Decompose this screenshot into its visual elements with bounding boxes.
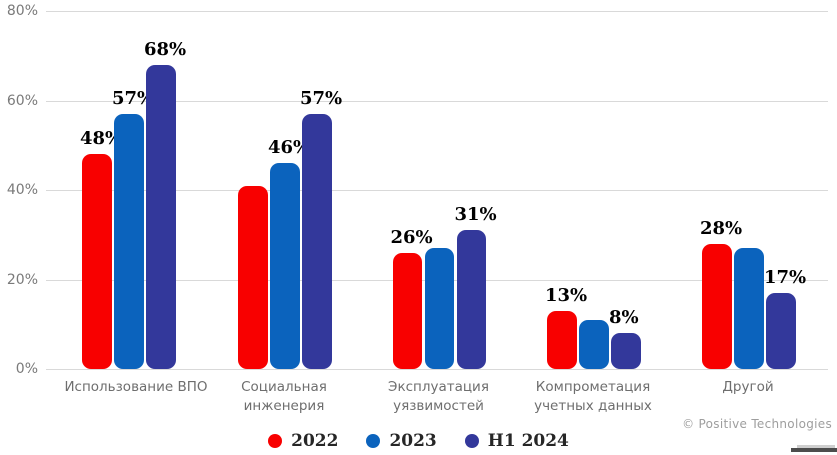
bar-2022-cat5[interactable]	[702, 243, 732, 369]
y-tick-label: 20%	[6, 271, 38, 288]
data-label: 57%	[112, 87, 155, 109]
y-tick-label: 60%	[6, 92, 38, 109]
data-label: 8%	[609, 307, 639, 329]
bar-2023-cat4[interactable]	[579, 319, 609, 369]
data-label: 46%	[268, 137, 311, 159]
category-label-line: Другой	[722, 379, 774, 395]
bar-2023-cat3[interactable]	[424, 248, 454, 369]
category-label-line: уязвимостей	[393, 398, 484, 414]
bar-h1-2024-cat3[interactable]	[456, 230, 486, 369]
gridline-60	[46, 100, 828, 102]
legend-marker-icon	[366, 434, 381, 448]
category-label: Использование ВПО	[51, 378, 221, 397]
category-label: Компрометация учетных данных	[508, 378, 678, 416]
data-label: 28%	[700, 217, 743, 239]
data-label: 31%	[454, 204, 497, 226]
bar-2023-cat5[interactable]	[734, 248, 764, 369]
legend-label: H1 2024	[487, 431, 569, 451]
data-label: 48%	[80, 128, 123, 150]
category-label: Другой	[663, 378, 833, 397]
y-tick-label: 0%	[15, 361, 38, 377]
scrollbar-track	[797, 445, 835, 448]
category-label-line: Использование ВПО	[64, 379, 208, 395]
bar-2022-cat4[interactable]	[547, 310, 577, 369]
y-tick-label: 40%	[6, 182, 38, 198]
category-label-line: Компрометация	[535, 379, 651, 395]
bar-2022-cat1[interactable]	[82, 154, 112, 369]
gridline-40	[46, 190, 828, 191]
data-label: 68%	[144, 38, 187, 60]
data-label: 26%	[390, 226, 433, 248]
bar-h1-2024-cat5[interactable]	[766, 292, 796, 369]
scrollbar-thumb[interactable]	[791, 448, 837, 452]
category-label-line: учетных данных	[534, 398, 652, 414]
data-label: 57%	[300, 87, 343, 109]
gridline-0	[46, 369, 828, 370]
category-label-line: Эксплуатация	[388, 379, 489, 395]
legend-marker-icon	[268, 434, 283, 448]
legend-label: 2022	[291, 431, 339, 451]
legend-item-2023[interactable]: 2023	[366, 431, 437, 451]
y-tick-label: 80%	[6, 3, 38, 19]
copyright-text: © Positive Technologies	[682, 417, 832, 431]
category-label-line: инженерия	[243, 398, 325, 414]
gridline-80	[46, 11, 828, 12]
category-label-line: Социальная	[241, 379, 327, 395]
data-label: 17%	[764, 266, 807, 288]
bar-h1-2024-cat2[interactable]	[302, 113, 332, 369]
bar-2023-cat1[interactable]	[114, 113, 144, 369]
category-label: Эксплуатация уязвимостей	[354, 378, 524, 416]
legend-item-h1-2024[interactable]: H1 2024	[464, 431, 569, 451]
bar-h1-2024-cat4[interactable]	[611, 333, 641, 369]
legend-label: 2023	[389, 431, 437, 451]
bar-2022-cat2[interactable]	[238, 185, 268, 369]
bar-2022-cat3[interactable]	[392, 252, 422, 369]
data-label: 13%	[545, 284, 588, 306]
category-label: Социальная инженерия	[199, 378, 369, 416]
legend-marker-icon	[464, 434, 479, 448]
bar-h1-2024-cat1[interactable]	[146, 64, 176, 369]
bar-2023-cat2[interactable]	[270, 163, 300, 369]
legend: 2022 2023 H1 2024	[0, 428, 837, 454]
legend-item-2022[interactable]: 2022	[268, 431, 338, 451]
